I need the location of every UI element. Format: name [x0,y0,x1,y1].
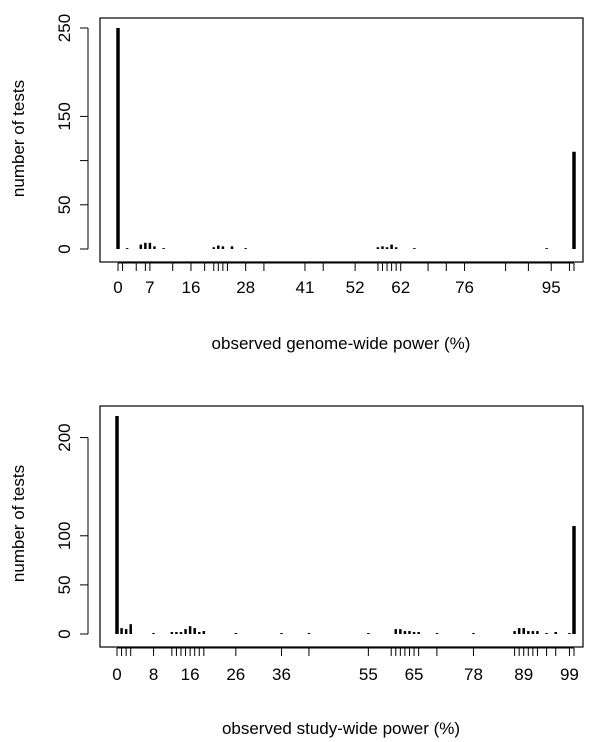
x-axis-title: observed genome-wide power (%) [212,334,471,353]
x-tick-label: 89 [514,665,533,684]
x-tick-label: 26 [226,665,245,684]
y-axis-title: number of tests [9,465,28,582]
x-tick-label: 78 [464,665,483,684]
x-tick-label: 8 [149,665,158,684]
y-tick-label: 100 [55,522,74,550]
x-tick-label: 28 [236,278,255,297]
plot-frame [99,17,584,263]
x-tick-label: 76 [455,278,474,297]
x-tick-label: 95 [542,278,561,297]
y-tick-label: 250 [55,14,74,42]
x-tick-label: 62 [391,278,410,297]
y-tick-label: 0 [55,244,74,253]
x-tick-label: 41 [295,278,314,297]
plot-frame [99,405,584,648]
y-tick-label: 150 [55,102,74,130]
x-axis-title: observed study-wide power (%) [222,719,460,738]
x-tick-label: 65 [405,665,424,684]
y-tick-label: 50 [55,575,74,594]
x-tick-label: 16 [181,278,200,297]
y-tick-label: 50 [55,195,74,214]
x-tick-label: 0 [112,665,121,684]
x-tick-label: 0 [113,278,122,297]
y-tick-label: 200 [55,423,74,451]
x-tick-label: 55 [359,665,378,684]
y-tick-label: 0 [55,629,74,638]
y-axis-title: number of tests [9,80,28,197]
x-tick-label: 99 [560,665,579,684]
x-tick-label: 36 [272,665,291,684]
x-tick-label: 16 [181,665,200,684]
x-tick-label: 7 [145,278,154,297]
x-tick-label: 52 [346,278,365,297]
